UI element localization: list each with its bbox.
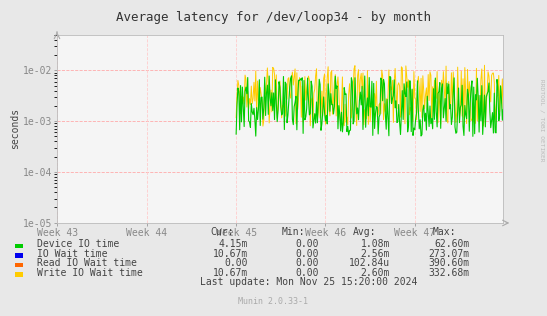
Text: Min:: Min: [282, 228, 305, 237]
Text: Average latency for /dev/loop34 - by month: Average latency for /dev/loop34 - by mon… [116, 11, 431, 24]
Text: 2.60m: 2.60m [360, 268, 390, 277]
Text: Device IO time: Device IO time [37, 239, 119, 249]
Text: Max:: Max: [432, 228, 456, 237]
Text: 332.68m: 332.68m [428, 268, 469, 277]
Text: 102.84u: 102.84u [349, 258, 390, 268]
Text: 273.07m: 273.07m [428, 249, 469, 258]
Text: 4.15m: 4.15m [218, 239, 248, 249]
Text: 0.00: 0.00 [295, 268, 319, 277]
Text: Write IO Wait time: Write IO Wait time [37, 268, 143, 277]
Text: IO Wait time: IO Wait time [37, 249, 108, 258]
Text: 62.60m: 62.60m [434, 239, 469, 249]
Text: RRDTOOL / TOBI OETIKER: RRDTOOL / TOBI OETIKER [539, 79, 544, 161]
Text: Avg:: Avg: [353, 228, 376, 237]
Text: 0.00: 0.00 [224, 258, 248, 268]
Text: 0.00: 0.00 [295, 258, 319, 268]
Text: Munin 2.0.33-1: Munin 2.0.33-1 [238, 297, 309, 306]
Text: Cur:: Cur: [211, 228, 234, 237]
Text: 2.56m: 2.56m [360, 249, 390, 258]
Text: 0.00: 0.00 [295, 249, 319, 258]
Text: 10.67m: 10.67m [213, 268, 248, 277]
Text: 390.60m: 390.60m [428, 258, 469, 268]
Text: 10.67m: 10.67m [213, 249, 248, 258]
Y-axis label: seconds: seconds [10, 108, 20, 149]
Text: 0.00: 0.00 [295, 239, 319, 249]
Text: Read IO Wait time: Read IO Wait time [37, 258, 137, 268]
Text: 1.08m: 1.08m [360, 239, 390, 249]
Text: Last update: Mon Nov 25 15:20:00 2024: Last update: Mon Nov 25 15:20:00 2024 [200, 277, 417, 287]
